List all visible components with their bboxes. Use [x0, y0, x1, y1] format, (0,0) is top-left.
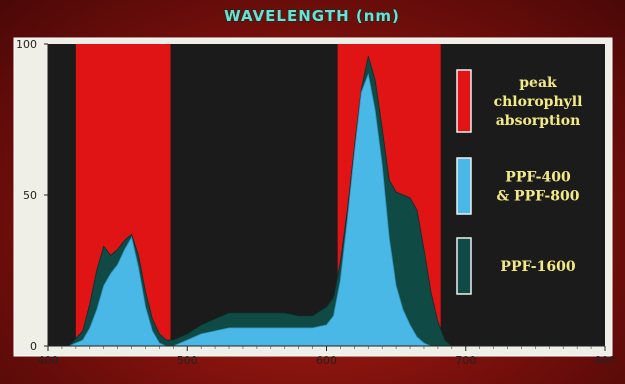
x-tick-label-600: 600	[316, 354, 337, 367]
x-tick-label-500: 500	[177, 354, 198, 367]
legend-label-2-line-1: PPF-400	[505, 170, 571, 186]
x-tick-label-400: 400	[38, 354, 59, 367]
y-tick-label-0: 0	[30, 340, 37, 353]
legend-label-2-line-2: & PPF-800	[497, 189, 580, 205]
legend-label-1-line-2: chlorophyll	[494, 94, 583, 110]
legend-label-1-line-1: peak	[519, 75, 557, 91]
series-area-ppf-400-800	[48, 72, 438, 347]
y-tick-label-100: 100	[16, 38, 37, 51]
x-tick-label-800: 800	[595, 354, 616, 367]
legend-swatch-2	[456, 157, 472, 215]
legend: peak chlorophyll absorption PPF-400 & PPF-80…	[456, 69, 583, 295]
legend-label-3-line-1: PPF-1600	[500, 259, 575, 275]
legend-swatch-3	[456, 237, 472, 295]
legend-swatch-1	[456, 69, 472, 133]
chart-title: WAVELENGTH (nm)	[224, 7, 400, 25]
axes: 400 500 600 700 800 0 50 100	[16, 38, 616, 367]
legend-label-1-line-3: absorption	[496, 113, 581, 129]
y-tick-label-50: 50	[23, 189, 37, 202]
plot-area	[48, 44, 605, 347]
x-tick-label-700: 700	[455, 354, 476, 367]
